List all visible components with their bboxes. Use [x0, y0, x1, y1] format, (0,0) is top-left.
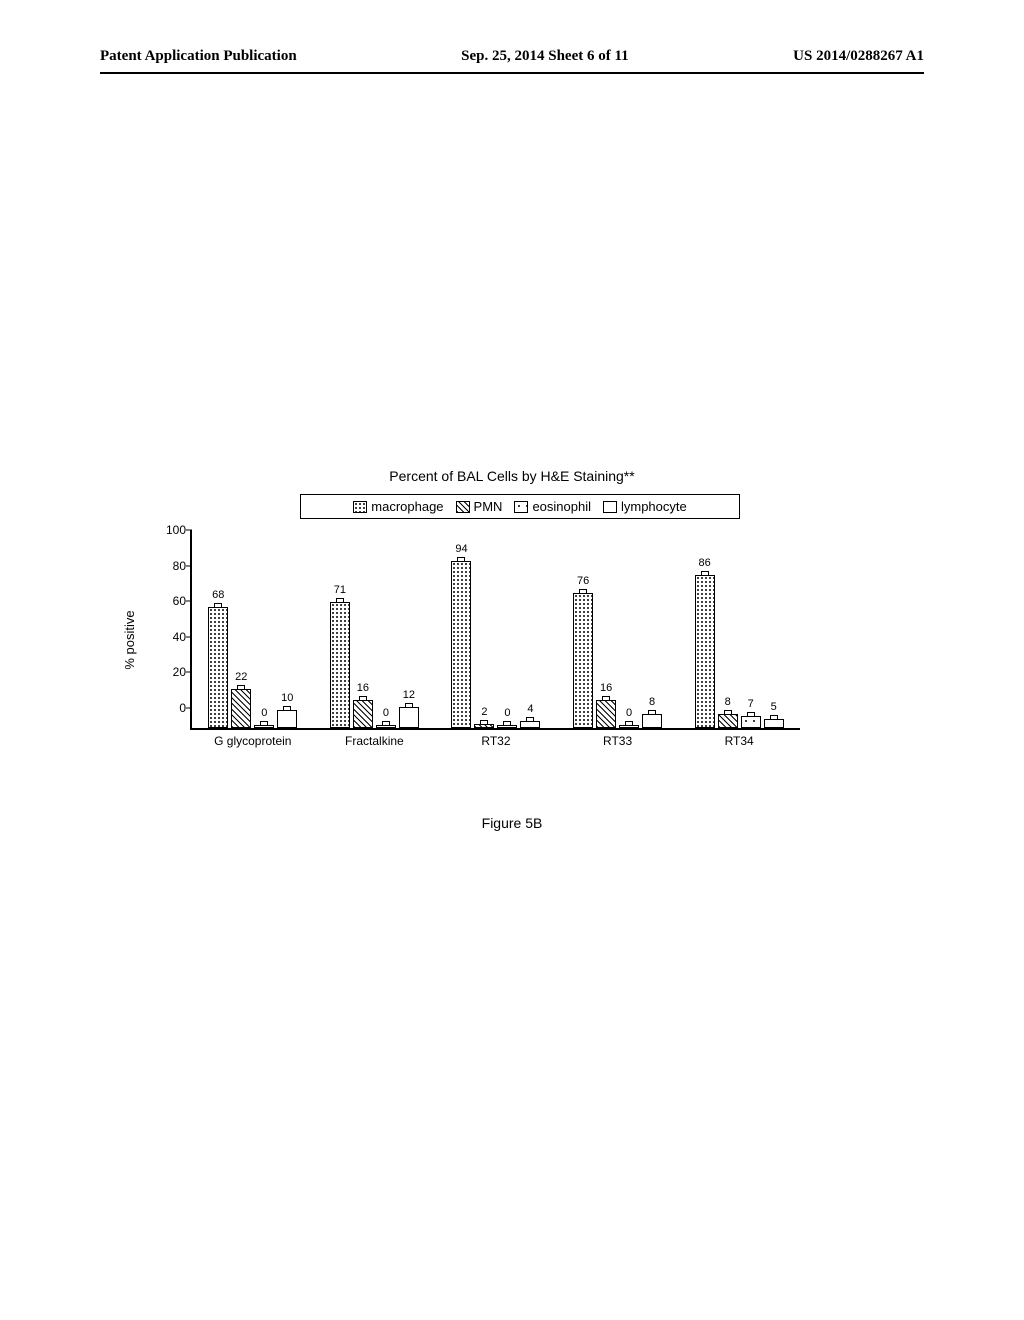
y-tick-label: 60: [150, 594, 186, 608]
bar-value-label: 10: [281, 693, 293, 704]
group-label: RT34: [678, 728, 800, 748]
bar-pmn: [718, 714, 738, 728]
bar-value-label: 8: [725, 697, 731, 708]
bar-value-label: 0: [383, 708, 389, 719]
group-label: RT33: [557, 728, 679, 748]
bar-lymphocyte: [399, 707, 419, 728]
legend-label: eosinophil: [532, 499, 591, 514]
bar-col-lymphocyte: 4: [520, 704, 540, 728]
chart-title: Percent of BAL Cells by H&E Staining**: [0, 468, 1024, 484]
bar-col-eosinophil: 7: [741, 699, 761, 728]
bar-pmn: [596, 700, 616, 728]
legend-item-macrophage: macrophage: [353, 499, 443, 514]
legend-swatch-pmn: [456, 501, 470, 513]
bar-lymphocyte: [764, 719, 784, 728]
bar-col-macrophage: 94: [451, 544, 471, 728]
bar-eosinophil: [741, 716, 761, 728]
y-tick-label: 40: [150, 630, 186, 644]
bar-value-label: 2: [481, 707, 487, 718]
bar-macrophage: [208, 607, 228, 728]
legend-swatch-lymphocyte: [603, 501, 617, 513]
bar-col-eosinophil: 0: [619, 708, 639, 728]
bar-value-label: 22: [235, 672, 247, 683]
legend-item-eosinophil: eosinophil: [514, 499, 591, 514]
bar-col-pmn: 16: [596, 683, 616, 728]
group-label: G glycoprotein: [192, 728, 314, 748]
bar-group: 761608RT33: [557, 530, 679, 728]
bar-lymphocyte: [520, 721, 540, 728]
figure-label: Figure 5B: [0, 815, 1024, 831]
bar-macrophage: [451, 561, 471, 728]
header-center: Sep. 25, 2014 Sheet 6 of 11: [461, 48, 629, 65]
bar-col-eosinophil: 0: [376, 708, 396, 728]
header-rule: [100, 72, 924, 74]
bar-value-label: 16: [600, 683, 612, 694]
bar-macrophage: [573, 593, 593, 728]
bar-group: 86875RT34: [678, 530, 800, 728]
bar-group: 6822010G glycoprotein: [192, 530, 314, 728]
y-tick-label: 100: [150, 523, 186, 537]
bar-col-lymphocyte: 12: [399, 690, 419, 728]
bar-value-label: 7: [748, 699, 754, 710]
bar-col-lymphocyte: 10: [277, 693, 297, 728]
bar-col-macrophage: 68: [208, 590, 228, 728]
y-tick-label: 0: [150, 701, 186, 715]
group-label: RT32: [435, 728, 557, 748]
group-label: Fractalkine: [314, 728, 436, 748]
bar-lymphocyte: [277, 710, 297, 728]
legend-item-pmn: PMN: [456, 499, 503, 514]
chart: % positive 020406080100 6822010G glycopr…: [150, 530, 800, 750]
legend-swatch-eosinophil: [514, 501, 528, 513]
bar-col-macrophage: 76: [573, 576, 593, 728]
bar-col-pmn: 8: [718, 697, 738, 728]
legend-label: lymphocyte: [621, 499, 687, 514]
bar-group: 94204RT32: [435, 530, 557, 728]
bar-pmn: [231, 689, 251, 728]
bar-col-pmn: 2: [474, 707, 494, 728]
y-tick-label: 20: [150, 665, 186, 679]
y-tick-label: 80: [150, 559, 186, 573]
legend-label: macrophage: [371, 499, 443, 514]
bar-value-label: 94: [455, 544, 467, 555]
bar-col-lymphocyte: 8: [642, 697, 662, 728]
bar-value-label: 76: [577, 576, 589, 587]
bar-value-label: 71: [334, 585, 346, 596]
bar-value-label: 68: [212, 590, 224, 601]
bar-macrophage: [695, 575, 715, 728]
header-left: Patent Application Publication: [100, 48, 297, 65]
bar-col-pmn: 22: [231, 672, 251, 728]
y-axis-label: % positive: [122, 610, 137, 669]
legend-item-lymphocyte: lymphocyte: [603, 499, 687, 514]
bar-value-label: 0: [504, 708, 510, 719]
bar-pmn: [353, 700, 373, 728]
bar-value-label: 4: [527, 704, 533, 715]
bar-col-lymphocyte: 5: [764, 702, 784, 728]
bar-col-eosinophil: 0: [497, 708, 517, 728]
bar-value-label: 5: [771, 702, 777, 713]
bar-col-pmn: 16: [353, 683, 373, 728]
bar-value-label: 16: [357, 683, 369, 694]
legend: macrophage PMN eosinophil lymphocyte: [300, 494, 740, 519]
patent-header: Patent Application Publication Sep. 25, …: [0, 48, 1024, 65]
header-right: US 2014/0288267 A1: [793, 48, 924, 65]
legend-swatch-macrophage: [353, 501, 367, 513]
bar-macrophage: [330, 602, 350, 728]
bar-group: 7116012Fractalkine: [314, 530, 436, 728]
bar-lymphocyte: [642, 714, 662, 728]
bar-value-label: 0: [261, 708, 267, 719]
bar-value-label: 86: [699, 558, 711, 569]
bar-col-eosinophil: 0: [254, 708, 274, 728]
bar-value-label: 12: [403, 690, 415, 701]
bar-col-macrophage: 71: [330, 585, 350, 728]
plot-area: 6822010G glycoprotein7116012Fractalkine9…: [192, 530, 800, 728]
bar-value-label: 0: [626, 708, 632, 719]
legend-label: PMN: [474, 499, 503, 514]
bar-col-macrophage: 86: [695, 558, 715, 728]
bar-value-label: 8: [649, 697, 655, 708]
